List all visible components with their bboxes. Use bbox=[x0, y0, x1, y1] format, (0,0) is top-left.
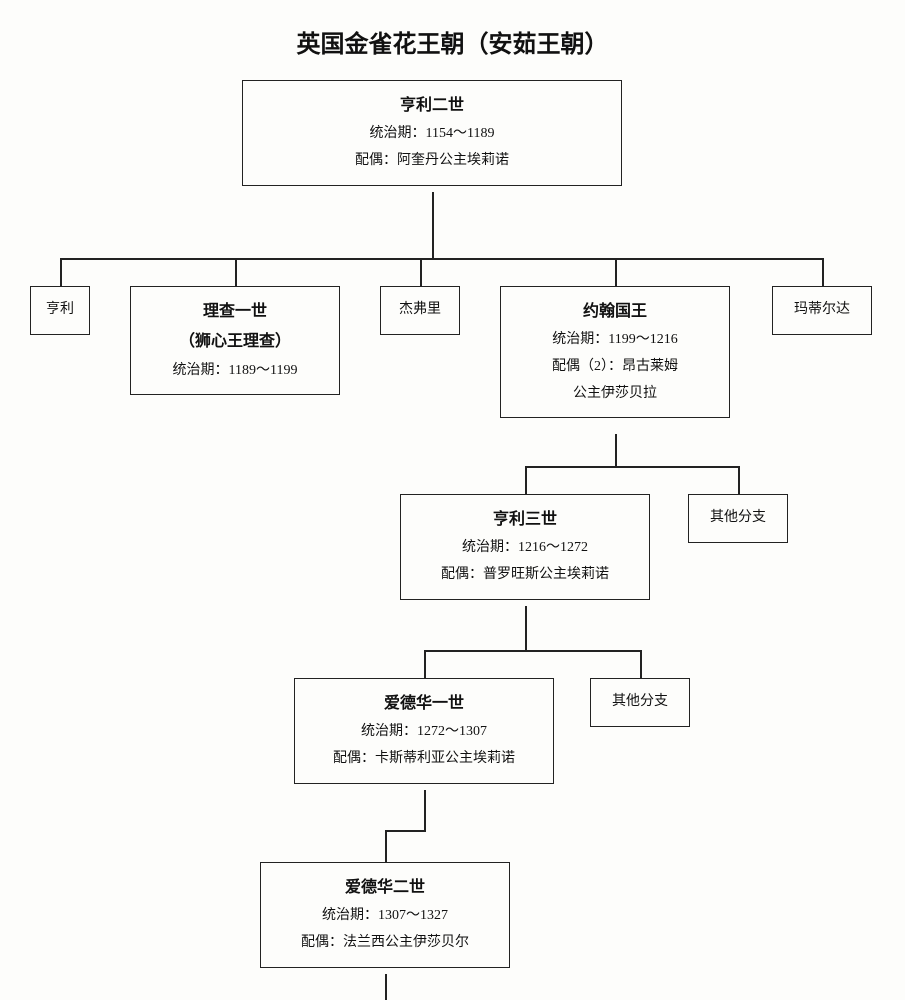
connector-line-h bbox=[60, 258, 824, 260]
connector-line-v bbox=[822, 258, 824, 286]
node-geoffrey: 杰弗里 bbox=[380, 286, 460, 335]
connector-line-v bbox=[525, 606, 527, 650]
node-reign: 统治期：1307～1327 bbox=[273, 903, 497, 930]
node-name: 杰弗里 bbox=[393, 297, 447, 324]
diagram-title: 英国金雀花王朝（安茹王朝） bbox=[0, 24, 905, 59]
connector-line-v bbox=[235, 258, 237, 286]
connector-line-v bbox=[60, 258, 62, 286]
connector-line-v bbox=[424, 790, 426, 830]
node-reign: 统治期：1154～1189 bbox=[255, 121, 609, 148]
node-henry2: 亨利二世 统治期：1154～1189 配偶：阿奎丹公主埃莉诺 bbox=[242, 80, 622, 186]
node-consort: 公主伊莎贝拉 bbox=[513, 381, 717, 408]
node-consort: 配偶：阿奎丹公主埃莉诺 bbox=[255, 148, 609, 175]
node-other-branch-2: 其他分支 bbox=[590, 678, 690, 727]
connector-line-v bbox=[525, 466, 527, 494]
node-name: 约翰国王 bbox=[513, 297, 717, 327]
node-reign: 统治期：1199～1216 bbox=[513, 327, 717, 354]
node-name: 亨利三世 bbox=[413, 505, 637, 535]
node-edward1: 爱德华一世 统治期：1272～1307 配偶：卡斯蒂利亚公主埃莉诺 bbox=[294, 678, 554, 784]
connector-line-v bbox=[420, 258, 422, 286]
node-name: 爱德华二世 bbox=[273, 873, 497, 903]
connector-line-h bbox=[424, 650, 642, 652]
node-name: 亨利二世 bbox=[255, 91, 609, 121]
node-john: 约翰国王 统治期：1199～1216 配偶（2）：昂古莱姆 公主伊莎贝拉 bbox=[500, 286, 730, 418]
node-edward2: 爱德华二世 统治期：1307～1327 配偶：法兰西公主伊莎贝尔 bbox=[260, 862, 510, 968]
node-name: 理查一世 bbox=[143, 297, 327, 327]
node-consort: 配偶（2）：昂古莱姆 bbox=[513, 354, 717, 381]
node-name: 爱德华一世 bbox=[307, 689, 541, 719]
connector-line-v bbox=[615, 258, 617, 286]
node-consort: 配偶：法兰西公主伊莎贝尔 bbox=[273, 930, 497, 957]
node-reign: 统治期：1189～1199 bbox=[143, 358, 327, 385]
node-henry-jr: 亨利 bbox=[30, 286, 90, 335]
node-other-branch-1: 其他分支 bbox=[688, 494, 788, 543]
connector-line-h bbox=[525, 466, 740, 468]
node-alias: （狮心王理查） bbox=[143, 327, 327, 357]
node-reign: 统治期：1216～1272 bbox=[413, 535, 637, 562]
connector-line-v bbox=[432, 192, 434, 258]
node-name: 亨利 bbox=[43, 297, 77, 324]
connector-line-v bbox=[615, 434, 617, 466]
connector-line-h bbox=[385, 830, 426, 832]
connector-line-v bbox=[640, 650, 642, 678]
node-matilda: 玛蒂尔达 bbox=[772, 286, 872, 335]
node-reign: 统治期：1272～1307 bbox=[307, 719, 541, 746]
node-consort: 配偶：卡斯蒂利亚公主埃莉诺 bbox=[307, 746, 541, 773]
node-consort: 配偶：普罗旺斯公主埃莉诺 bbox=[413, 562, 637, 589]
connector-line-v bbox=[738, 466, 740, 494]
node-name: 玛蒂尔达 bbox=[785, 297, 859, 324]
node-henry3: 亨利三世 统治期：1216～1272 配偶：普罗旺斯公主埃莉诺 bbox=[400, 494, 650, 600]
node-name: 其他分支 bbox=[603, 689, 677, 716]
connector-line-v bbox=[385, 974, 387, 1000]
connector-line-v bbox=[385, 830, 387, 862]
node-name: 其他分支 bbox=[701, 505, 775, 532]
connector-line-v bbox=[424, 650, 426, 678]
node-richard1: 理查一世 （狮心王理查） 统治期：1189～1199 bbox=[130, 286, 340, 395]
